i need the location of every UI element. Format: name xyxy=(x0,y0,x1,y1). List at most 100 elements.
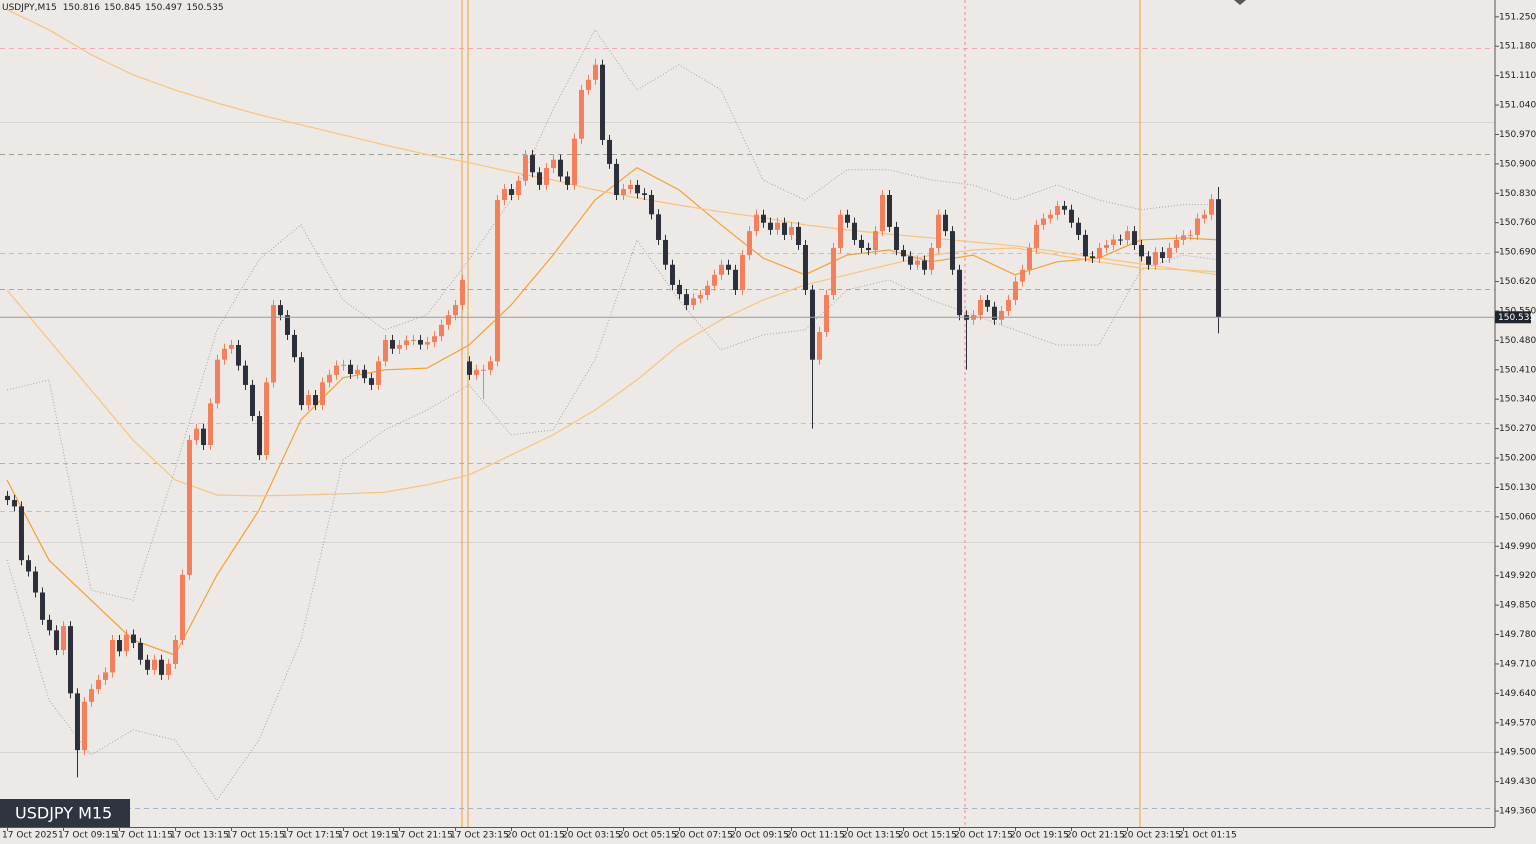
candle-body xyxy=(1195,218,1200,235)
indicator-line xyxy=(6,247,1219,497)
candle-body xyxy=(824,294,829,332)
x-tick-label: 20 Oct 13:15 xyxy=(842,831,901,841)
candle-body xyxy=(1216,199,1221,318)
candle-body xyxy=(607,139,612,164)
candle-body xyxy=(1097,247,1102,259)
candle-body xyxy=(1146,256,1151,265)
candle-body xyxy=(593,64,598,80)
candle-body xyxy=(943,214,948,232)
candle-body xyxy=(1048,214,1053,219)
candle-body xyxy=(747,231,752,256)
candle-body xyxy=(733,269,738,290)
indicator-line xyxy=(6,238,1219,801)
candle-body xyxy=(96,679,101,690)
x-tick-label: 20 Oct 03:15 xyxy=(562,831,621,841)
y-tick-label: 150.760 xyxy=(1499,218,1536,228)
candle-body xyxy=(1083,234,1088,257)
candle-body xyxy=(33,571,38,593)
y-tick-label: 149.430 xyxy=(1499,777,1536,787)
candle-body xyxy=(1013,281,1018,301)
candle-body xyxy=(418,339,423,345)
candle-body xyxy=(341,364,346,366)
candle-body xyxy=(635,184,640,194)
candle-body xyxy=(810,289,815,360)
candle-body xyxy=(1111,239,1116,245)
candle-body xyxy=(922,260,927,270)
x-tick-label: 20 Oct 01:15 xyxy=(506,831,565,841)
candle-body xyxy=(1139,244,1144,257)
y-tick-label: 150.900 xyxy=(1499,159,1536,169)
candle-body xyxy=(670,264,675,285)
x-tick-label: 20 Oct 17:15 xyxy=(954,831,1013,841)
y-tick-label: 150.270 xyxy=(1499,424,1536,434)
candle-body xyxy=(523,155,528,181)
x-tick-label: 20 Oct 09:15 xyxy=(730,831,789,841)
candle-body xyxy=(243,365,248,385)
candle-body xyxy=(558,159,563,177)
candle-body xyxy=(572,138,577,185)
x-tick-label: 20 Oct 21:15 xyxy=(1066,831,1125,841)
x-tick-label: 21 Oct 01:15 xyxy=(1178,831,1237,841)
y-tick-label: 149.570 xyxy=(1499,718,1536,728)
candle-body xyxy=(1181,235,1186,240)
x-tick-label: 20 Oct 05:15 xyxy=(618,831,677,841)
candle-body xyxy=(628,184,633,190)
candle-body xyxy=(432,336,437,343)
candle-body xyxy=(1104,244,1109,248)
candle-body xyxy=(544,168,549,185)
candle-body xyxy=(502,189,507,201)
y-tick-label: 150.690 xyxy=(1499,248,1536,258)
candle-body xyxy=(131,634,136,643)
y-tick-label: 149.990 xyxy=(1499,542,1536,552)
candle-body xyxy=(1006,300,1011,311)
candle-body xyxy=(789,226,794,235)
candle-body xyxy=(397,345,402,349)
candle-body xyxy=(705,285,710,295)
candles xyxy=(5,58,1221,778)
candle-body xyxy=(229,345,234,349)
candle-body xyxy=(516,180,521,195)
candle-body xyxy=(1209,199,1214,215)
candle-body xyxy=(26,560,31,572)
candle-body xyxy=(992,306,997,320)
candle-body xyxy=(1174,239,1179,248)
x-tick-label: 17 Oct 13:15 xyxy=(170,831,229,841)
candle-body xyxy=(719,264,724,275)
axes: 151.250 151.180 151.110 151.040 150.970 150.9… xyxy=(0,12,1536,841)
candle-body xyxy=(950,231,955,270)
watermark-box xyxy=(0,799,130,827)
candle-body xyxy=(880,194,885,232)
candle-body xyxy=(754,214,759,232)
y-tick-label: 150.480 xyxy=(1499,336,1536,346)
candle-body xyxy=(831,247,836,295)
x-tick-label: 17 Oct 2025 xyxy=(2,831,58,841)
candle-body xyxy=(390,339,395,349)
candle-body xyxy=(621,189,626,195)
y-tick-label: 149.640 xyxy=(1499,689,1536,699)
candle-body xyxy=(817,331,822,360)
candle-body xyxy=(425,342,430,345)
candle-body xyxy=(68,626,73,694)
candle-body xyxy=(180,574,185,641)
x-tick-label: 20 Oct 19:15 xyxy=(1010,831,1069,841)
candle-body xyxy=(348,364,353,374)
candle-body xyxy=(775,222,780,230)
candle-body xyxy=(866,247,871,251)
candle-body xyxy=(740,255,745,290)
candle-body xyxy=(1132,231,1137,245)
candle-body xyxy=(362,369,367,379)
candle-body xyxy=(306,395,311,406)
candle-body xyxy=(1062,205,1067,210)
price-label: 150.535 xyxy=(1498,313,1535,323)
candle-body xyxy=(369,378,374,385)
y-tick-label: 150.060 xyxy=(1499,512,1536,522)
candle-body xyxy=(201,428,206,446)
x-tick-label: 20 Oct 07:15 xyxy=(674,831,733,841)
candle-body xyxy=(236,345,241,366)
candle-body xyxy=(299,357,304,406)
candle-body xyxy=(586,79,591,90)
y-tick-label: 150.970 xyxy=(1499,130,1536,140)
candle-body xyxy=(1125,231,1130,240)
y-tick-label: 149.710 xyxy=(1499,659,1536,669)
